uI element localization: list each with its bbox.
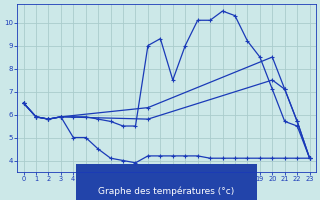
X-axis label: Graphe des températures (°c): Graphe des températures (°c)	[99, 186, 235, 196]
